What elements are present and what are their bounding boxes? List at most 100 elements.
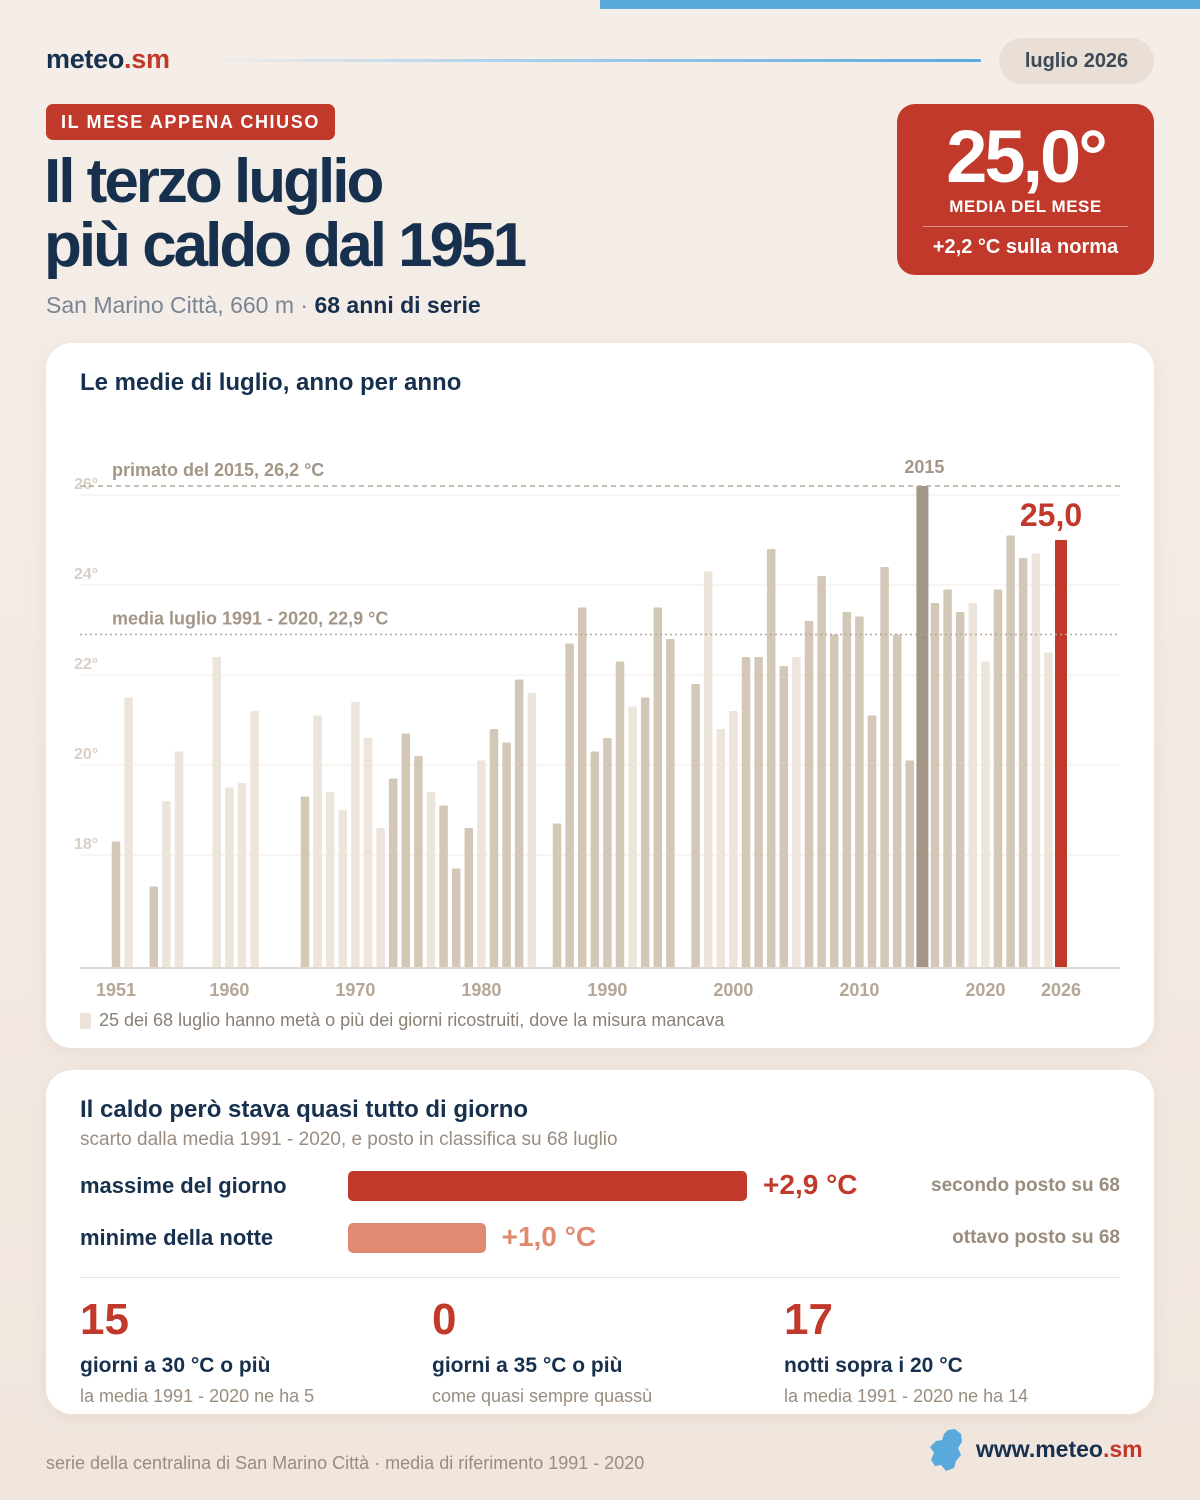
max-temp-rank: secondo posto su 68 xyxy=(931,1175,1120,1196)
x-tick-label: 2026 xyxy=(1041,980,1081,1000)
bar-1960 xyxy=(225,787,234,968)
x-tick-label: 2010 xyxy=(839,980,879,1000)
title-line-2: più caldo dal 1951 xyxy=(44,211,527,280)
min-temp-delta: +1,0 °C xyxy=(501,1221,597,1252)
bar-1979 xyxy=(464,828,474,968)
bar-1981 xyxy=(489,729,499,968)
summary-anomaly: +2,2 °C sulla norma xyxy=(932,236,1119,258)
bar-1959 xyxy=(212,657,222,968)
bar-1962 xyxy=(250,711,259,968)
brand-logo[interactable]: meteo.sm xyxy=(46,44,170,75)
bar-1993 xyxy=(640,697,650,968)
top-accent-bar xyxy=(600,0,1200,9)
min-temp-rank: ottavo posto su 68 xyxy=(952,1227,1120,1248)
bar-2015 xyxy=(916,486,929,968)
stat-comparison: la media 1991 - 2020 ne ha 14 xyxy=(784,1386,1029,1406)
current-value-label: 25,0 xyxy=(1020,497,1082,533)
bar-1995 xyxy=(666,639,675,968)
bar-1974 xyxy=(401,733,411,968)
bar-1986 xyxy=(552,823,562,968)
footer-website-link[interactable]: www.meteo.sm xyxy=(976,1436,1143,1463)
bar-1990 xyxy=(603,738,612,968)
x-tick-label: 2000 xyxy=(713,980,753,1000)
normal-label: media luglio 1991 - 2020, 22,9 °C xyxy=(112,609,388,629)
stat-very-hot-days: 0 giorni a 35 °C o più come quasi sempre… xyxy=(432,1295,762,1407)
anomaly-card: Il caldo però stava quasi tutto di giorn… xyxy=(46,1070,1154,1414)
y-tick-label: 20° xyxy=(74,746,98,763)
x-tick-label: 1970 xyxy=(335,980,375,1000)
summary-card: 25,0° MEDIA DEL MESE +2,2 °C sulla norma xyxy=(897,104,1154,275)
bar-1972 xyxy=(376,828,385,968)
record-year-label: 2015 xyxy=(904,457,944,477)
bar-1983 xyxy=(514,679,524,968)
footer-url-suffix: .sm xyxy=(1102,1436,1143,1462)
chart-note: 25 dei 68 luglio hanno metà o più dei gi… xyxy=(99,1010,725,1030)
stat-hot-days: 15 giorni a 30 °C o più la media 1991 - … xyxy=(80,1295,410,1407)
x-tick-label: 1990 xyxy=(587,980,627,1000)
stat-label: giorni a 30 °C o più xyxy=(80,1354,271,1377)
stat-label: notti sopra i 20 °C xyxy=(784,1354,963,1377)
bar-2003 xyxy=(766,549,776,968)
stat-label: giorni a 35 °C o più xyxy=(432,1354,623,1377)
bar-1977 xyxy=(439,805,448,968)
bar-1975 xyxy=(414,756,423,968)
july-means-chart: 18° 20° 22° 24° 26° primato del 2015, 26,2 °C… xyxy=(74,457,1120,1000)
bar-2016 xyxy=(930,603,940,968)
stat-comparison: la media 1991 - 2020 ne ha 5 xyxy=(80,1386,315,1406)
bar-2012 xyxy=(880,567,889,968)
brand-divider xyxy=(206,59,981,62)
bar-2010 xyxy=(855,616,864,968)
bar-1976 xyxy=(426,792,436,968)
bar-2004 xyxy=(779,666,789,968)
stat-number: 15 xyxy=(80,1295,129,1344)
bar-2002 xyxy=(754,657,763,968)
bar-1973 xyxy=(388,778,398,968)
y-tick-label: 26° xyxy=(74,476,98,493)
bar-1997 xyxy=(691,684,700,968)
bar-1980 xyxy=(477,760,486,968)
anomaly-subtitle: scarto dalla media 1991 - 2020, e posto … xyxy=(80,1129,618,1150)
bar-1951 xyxy=(111,841,121,968)
bar-2024 xyxy=(1031,553,1041,968)
bar-1984 xyxy=(527,693,537,968)
station-info: San Marino Città, 660 m · xyxy=(46,292,309,318)
kicker-label: IL MESE APPENA CHIUSO xyxy=(46,104,335,140)
bar-2000 xyxy=(729,711,738,968)
max-temp-bar xyxy=(348,1171,748,1201)
bar-2020 xyxy=(981,661,990,968)
bar-2011 xyxy=(867,715,877,968)
bar-2026 xyxy=(1055,540,1067,968)
chart-legend: 25 dei 68 luglio hanno metà o più dei gi… xyxy=(80,1010,724,1031)
bar-1956 xyxy=(174,751,184,968)
stat-tropical-nights: 17 notti sopra i 20 °C la media 1991 - 2… xyxy=(784,1295,1114,1407)
reconstructed-swatch xyxy=(80,1012,91,1029)
series-length: 68 anni di serie xyxy=(314,292,481,318)
bar-1978 xyxy=(451,868,461,968)
brand-suffix: .sm xyxy=(124,44,170,74)
bar-1987 xyxy=(565,643,574,968)
bar-1991 xyxy=(615,661,625,968)
summary-caption: MEDIA DEL MESE xyxy=(949,197,1102,216)
bar-1998 xyxy=(703,571,713,968)
title-line-1: Il terzo luglio xyxy=(44,147,384,216)
footer-source: serie della centralina di San Marino Cit… xyxy=(46,1453,645,1473)
chart-card: Le medie di luglio, anno per anno 18° 20°… xyxy=(46,343,1154,1048)
bar-2006 xyxy=(804,621,814,968)
bar-2009 xyxy=(842,612,852,968)
anomaly-title: Il caldo però stava quasi tutto di giorn… xyxy=(80,1096,529,1123)
bar-2023 xyxy=(1018,558,1028,968)
bar-2025 xyxy=(1044,652,1053,968)
bar-1967 xyxy=(313,715,322,968)
bar-1966 xyxy=(300,796,310,968)
min-temp-label: minime della notte xyxy=(80,1225,274,1250)
bar-1954 xyxy=(149,886,159,968)
san-marino-map-icon xyxy=(930,1429,962,1471)
bar-2018 xyxy=(955,612,965,968)
bar-1955 xyxy=(162,801,171,968)
bar-1982 xyxy=(502,742,511,968)
bar-1999 xyxy=(716,729,726,968)
bar-2007 xyxy=(817,576,826,968)
bar-2008 xyxy=(829,634,839,968)
x-tick-label: 2020 xyxy=(965,980,1005,1000)
bar-2022 xyxy=(1006,535,1015,968)
